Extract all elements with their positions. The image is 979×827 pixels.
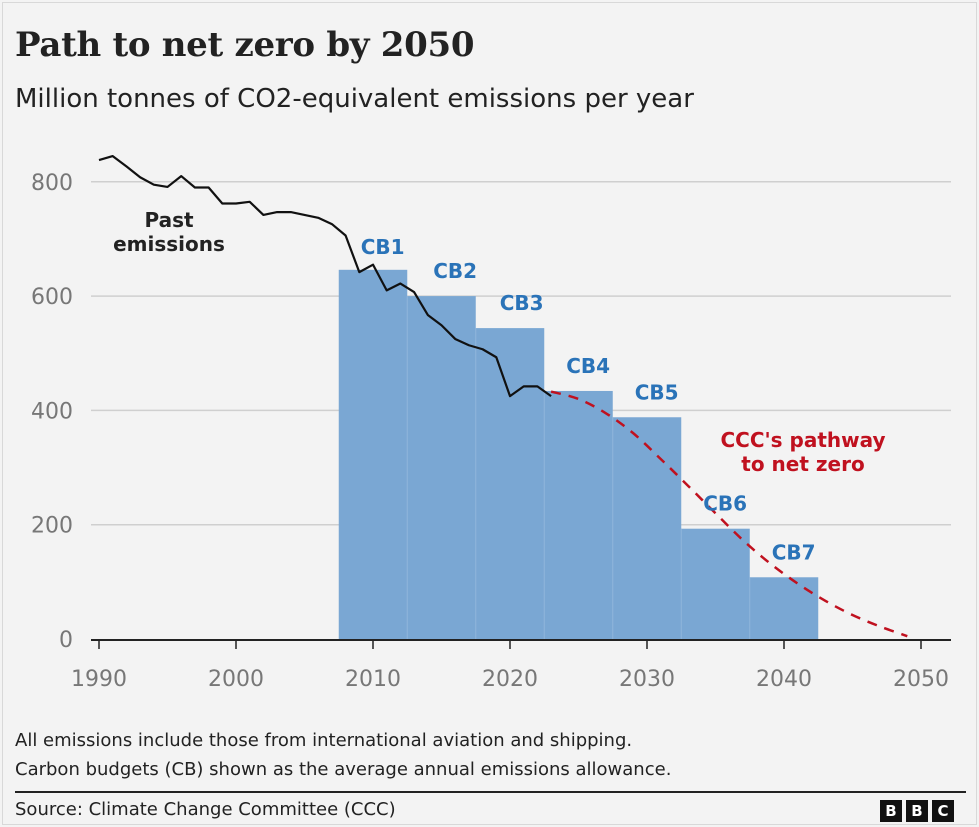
- y-tick-label-0: 0: [59, 628, 73, 653]
- chart-labels: 0 200 400 600 800 1990 2000 2010 2020 2030 2040 205…: [31, 171, 949, 692]
- x-axis: [91, 639, 951, 649]
- bbc-logo: B B C: [880, 800, 954, 822]
- series-line-ccc-pathway: [550, 390, 908, 638]
- x-tick-label-2010: 2010: [345, 667, 401, 692]
- y-tick-label-400: 400: [31, 399, 73, 424]
- x-tick-label-2000: 2000: [208, 667, 264, 692]
- carbon-budget-bar-cb5: [612, 417, 682, 639]
- y-tick-label-600: 600: [31, 285, 73, 310]
- annotation-past-emissions-line-1: Past: [144, 208, 194, 232]
- x-tick-label-2040: 2040: [756, 667, 812, 692]
- source-text: Source: Climate Change Committee (CCC): [15, 799, 396, 820]
- carbon-budget-bar-cb1: [338, 269, 408, 639]
- carbon-budget-bar-cb6: [681, 528, 750, 639]
- chart-title: Path to net zero by 2050: [15, 25, 475, 65]
- carbon-budget-bar-cb4: [544, 390, 613, 639]
- bbc-logo-letter-1: B: [880, 800, 902, 822]
- carbon-budget-label-cb4: CB4: [566, 354, 610, 378]
- source-divider: [15, 791, 966, 793]
- bbc-logo-letter-3: C: [932, 800, 954, 822]
- carbon-budget-bar-cb7: [749, 577, 819, 639]
- carbon-budget-label-cb5: CB5: [635, 380, 679, 404]
- x-tick-label-2020: 2020: [482, 667, 538, 692]
- annotation-pathway-line-1: CCC's pathway: [720, 428, 885, 452]
- x-tick-label-2050: 2050: [893, 667, 949, 692]
- y-tick-label-200: 200: [31, 514, 73, 539]
- carbon-budget-label-cb1: CB1: [361, 235, 405, 259]
- series-line-past-emissions: [98, 154, 552, 398]
- carbon-budget-bars: [338, 269, 819, 639]
- chart-svg: 0 200 400 600 800 1990 2000 2010 2020 2030 2040 205…: [31, 154, 951, 692]
- y-tick-label-800: 800: [31, 171, 73, 196]
- note-line-2: Carbon budgets (CB) shown as the average…: [15, 759, 672, 780]
- carbon-budget-label-cb2: CB2: [433, 259, 477, 283]
- series-lines: [98, 154, 908, 638]
- x-tick-label-2030: 2030: [619, 667, 675, 692]
- carbon-budget-bar-cb3: [475, 328, 545, 639]
- carbon-budget-label-cb7: CB7: [772, 540, 816, 564]
- annotation-past-emissions-line-2: emissions: [113, 232, 225, 256]
- carbon-budget-label-cb3: CB3: [500, 291, 544, 315]
- chart-subtitle: Million tonnes of CO2-equivalent emissio…: [15, 84, 694, 114]
- x-tick-label-1990: 1990: [71, 667, 127, 692]
- carbon-budget-label-cb6: CB6: [703, 492, 747, 516]
- carbon-budget-bar-cb2: [407, 296, 476, 639]
- annotation-pathway-line-2: to net zero: [741, 452, 864, 476]
- note-line-1: All emissions include those from interna…: [15, 730, 633, 751]
- bbc-logo-letter-2: B: [906, 800, 928, 822]
